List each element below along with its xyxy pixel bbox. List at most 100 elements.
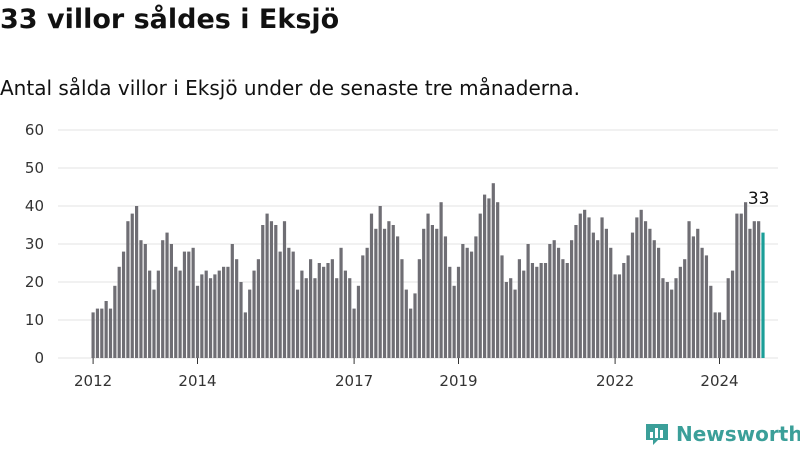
bar <box>596 240 600 358</box>
bar <box>195 285 200 358</box>
bar <box>548 244 552 358</box>
bar <box>522 270 526 358</box>
bar <box>317 263 321 358</box>
bar <box>252 270 256 358</box>
bar <box>483 194 487 358</box>
bar <box>335 278 339 358</box>
bar <box>208 278 213 358</box>
bar <box>278 251 282 358</box>
bar <box>104 301 108 358</box>
bar <box>135 206 139 358</box>
y-tick-label: 20 <box>25 273 44 291</box>
x-tick-label: 2019 <box>439 372 477 390</box>
bar <box>396 236 400 358</box>
bar <box>248 289 252 358</box>
bar <box>543 263 548 358</box>
bar <box>657 247 661 358</box>
bar <box>422 228 426 358</box>
bar <box>478 213 482 358</box>
bar <box>643 221 648 358</box>
bar <box>561 259 565 358</box>
bar <box>604 228 608 358</box>
bar <box>578 213 582 358</box>
bar <box>570 240 574 358</box>
brand-logo: Newsworthy <box>644 420 800 448</box>
bar <box>121 251 126 358</box>
bar <box>400 259 404 358</box>
bar <box>652 240 656 358</box>
bar <box>735 213 739 358</box>
x-axis-ticks: 2012 2014 2017 2019 2022 2024 <box>74 358 739 390</box>
bar-chart: 0 10 20 30 40 50 60 2012 2014 2017 2019 2022 2024 3… <box>25 121 778 390</box>
bar <box>326 263 330 358</box>
bar <box>426 213 430 358</box>
chart-title: 33 villor såldes i Eksjö <box>0 4 340 35</box>
bar <box>152 289 156 358</box>
bar <box>622 263 626 358</box>
bar <box>295 289 300 358</box>
bar <box>639 209 643 358</box>
bar <box>222 266 226 358</box>
bar <box>391 225 395 358</box>
bar <box>322 266 326 358</box>
bar <box>387 221 391 358</box>
bar <box>465 247 469 358</box>
bar <box>696 228 700 358</box>
bar <box>117 266 121 358</box>
bar <box>126 221 130 358</box>
bar-latest <box>761 232 765 358</box>
bar <box>474 236 478 358</box>
bar <box>591 232 595 358</box>
bar <box>287 247 291 358</box>
bar <box>409 308 413 358</box>
bar <box>113 285 117 358</box>
bar <box>556 247 561 358</box>
latest-value-label: 33 <box>748 189 770 209</box>
bar <box>339 247 343 358</box>
bar <box>108 308 113 358</box>
bar <box>461 244 465 358</box>
bar <box>626 255 630 358</box>
bar <box>739 213 743 358</box>
bar <box>678 266 682 358</box>
bar <box>691 236 695 358</box>
bar <box>169 244 173 358</box>
bar <box>709 285 713 358</box>
bar <box>430 225 434 358</box>
bar <box>352 308 356 358</box>
bar <box>91 312 95 358</box>
bar <box>330 259 334 358</box>
bar <box>683 259 687 358</box>
bar <box>491 183 495 358</box>
bar <box>165 232 169 358</box>
bar <box>487 198 491 358</box>
bar <box>535 266 539 358</box>
bar <box>261 225 265 358</box>
x-tick-label: 2022 <box>596 372 634 390</box>
newsworthy-logo-icon <box>646 424 668 445</box>
bar <box>413 293 417 358</box>
bar <box>687 221 691 358</box>
bar <box>382 228 387 358</box>
x-tick-label: 2024 <box>700 372 738 390</box>
bar <box>226 266 230 358</box>
bar <box>574 225 578 358</box>
bar <box>452 285 456 358</box>
bar <box>217 270 221 358</box>
bar <box>148 270 152 358</box>
bar <box>369 213 374 358</box>
bar <box>356 285 361 358</box>
bar <box>443 236 448 358</box>
bar <box>200 274 204 358</box>
bar <box>583 209 587 358</box>
bar <box>730 270 735 358</box>
bar <box>435 228 439 358</box>
bar <box>513 289 517 358</box>
bar <box>744 202 748 358</box>
chart-subtitle: Antal sålda villor i Eksjö under de sena… <box>0 76 580 100</box>
y-tick-label: 50 <box>25 159 44 177</box>
bar <box>635 217 639 358</box>
bar <box>509 278 513 358</box>
bar <box>500 255 504 358</box>
bar <box>613 274 617 358</box>
